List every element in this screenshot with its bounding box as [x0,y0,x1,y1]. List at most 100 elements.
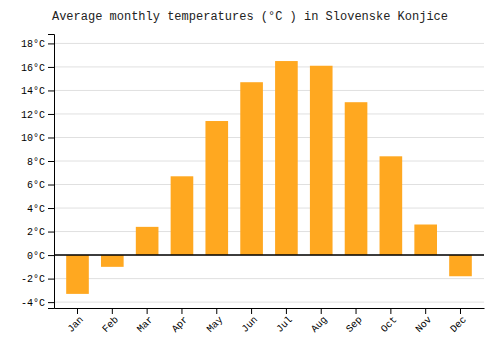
x-tick-label: Sep [344,314,365,335]
y-tick-mark [48,255,54,256]
x-tick-label: Oct [379,314,400,335]
bar [101,255,124,267]
x-tick-label: May [205,314,226,335]
y-tick-mark [48,161,54,162]
grid-line [54,278,484,279]
y-tick-label: 6°C [27,180,45,191]
title: Average monthly temperatures (°C ) in Sl… [52,10,448,24]
x-tick-mark [460,308,461,314]
x-tick-label: Nov [414,314,435,335]
x-tick-label: Jun [240,314,261,335]
y-tick: 2°C [27,227,54,238]
y-tick-label: -4°C [21,298,45,309]
x-tick: May [205,308,226,335]
x-tick-label: Dec [448,314,469,335]
x-tick-label: Jan [65,314,86,335]
x-tick: Mar [135,308,156,335]
x-tick-mark [321,308,322,314]
y-tick-label: -2°C [21,274,45,285]
y-tick: 10°C [21,133,54,144]
x-tick-label: Aug [309,314,330,335]
grid-line [54,184,484,185]
grid-line [54,255,484,256]
y-tick-mark [48,232,54,233]
bar [310,66,333,255]
y-tick: -2°C [21,274,54,285]
y-tick: 16°C [21,63,54,74]
grid-line [54,161,484,162]
y-tick-mark [48,43,54,44]
chart: Average monthly temperatures (°C ) in Sl… [0,0,500,350]
grid [54,43,484,302]
x-tick: Feb [100,308,121,335]
y-tick: 6°C [27,180,54,191]
x-tick: Jan [65,308,86,335]
x-tick-label: Jul [274,314,295,335]
grid-line [54,302,484,303]
x-tick: Nov [414,308,435,335]
x-tick: Oct [379,308,400,335]
bar [449,255,472,276]
y-tick-mark [48,90,54,91]
y-axis-line [48,35,55,309]
y-tick-mark [48,279,54,280]
x-tick: Jul [274,308,295,335]
y-tick-label: 16°C [21,63,45,74]
plot: -4°C -2°C 0°C 2°C 4°C 6°C 8°C 10°C 12°C 14°C 16°C 1… [21,35,485,335]
y-tick-label: 8°C [27,157,45,168]
y-tick-mark [48,302,54,303]
y-tick: 12°C [21,110,54,121]
x-tick-mark [181,308,182,314]
y-axis: -4°C -2°C 0°C 2°C 4°C 6°C 8°C 10°C 12°C 14°C 16°C 1… [21,35,55,309]
x-tick: Dec [448,308,469,335]
y-tick: 18°C [21,39,54,50]
x-tick: Jun [240,308,261,335]
y-tick-label: 18°C [21,39,45,50]
zero-line [54,254,484,256]
x-tick: Apr [170,308,191,335]
bar [66,255,89,294]
y-tick: 0°C [27,251,54,262]
y-tick-mark [48,114,54,115]
x-tick-mark [147,308,148,314]
bar [171,176,194,255]
bar [240,82,263,255]
y-tick-label: 2°C [27,227,45,238]
y-tick: -4°C [21,298,54,309]
x-tick-mark [77,308,78,314]
bar [136,227,159,255]
grid-line [54,66,484,67]
x-tick-mark [356,308,357,314]
y-tick-mark [48,208,54,209]
x-tick-mark [286,308,287,314]
y-tick-label: 4°C [27,204,45,215]
x-tick-label: Mar [135,314,156,335]
x-tick-mark [390,308,391,314]
y-tick-mark [48,185,54,186]
y-tick-label: 12°C [21,110,45,121]
x-tick-mark [216,308,217,314]
y-tick-label: 0°C [27,251,45,262]
x-axis: Jan Feb Mar Apr May Jun Jul Aug Sep Oct Nov Dec [55,308,485,335]
x-tick-mark [251,308,252,314]
y-tick-mark [48,67,54,68]
bar [205,121,228,255]
grid-line [54,113,484,114]
bars [54,61,484,294]
grid-line [54,90,484,91]
x-tick: Sep [344,308,365,335]
x-tick-label: Feb [100,314,121,335]
x-tick-label: Apr [170,314,191,335]
bar [345,102,368,255]
grid-line [54,137,484,138]
y-tick: 8°C [27,157,54,168]
grid-line [54,208,484,209]
y-tick: 14°C [21,86,54,97]
y-tick: 4°C [27,204,54,215]
x-tick: Aug [309,308,330,335]
x-axis-line [55,308,485,309]
y-tick-label: 10°C [21,133,45,144]
bar [414,225,437,256]
bar [380,156,403,255]
grid-line [54,43,484,44]
